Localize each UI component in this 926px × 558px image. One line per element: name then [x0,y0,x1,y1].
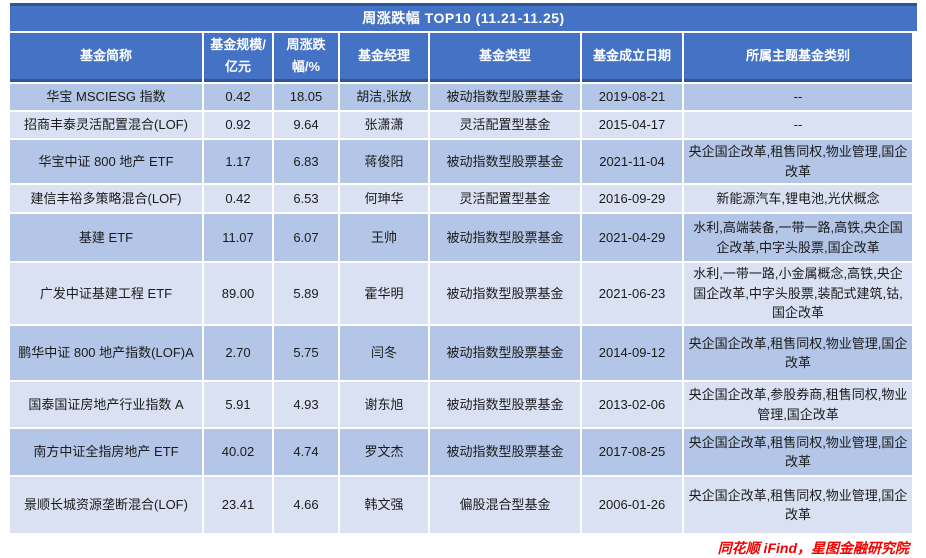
cell-change: 18.05 [274,84,338,111]
cell-themes: 水利,一带一路,小金属概念,高铁,央企国企改革,中字头股票,装配式建筑,钴,国企… [684,263,912,325]
cell-type: 偏股混合型基金 [430,477,580,534]
cell-change: 4.93 [274,382,338,428]
cell-change: 4.74 [274,429,338,476]
cell-change: 6.83 [274,140,338,184]
cell-themes: 水利,高端装备,一带一路,高铁,央企国企改革,中字头股票,国企改革 [684,214,912,262]
col-header-fund-name: 基金简称 [10,33,202,83]
cell-manager: 谢东旭 [340,382,428,428]
cell-founded: 2013-02-06 [582,382,682,428]
cell-themes: 央企国企改革,租售同权,物业管理,国企改革 [684,140,912,184]
cell-scale: 89.00 [204,263,272,325]
cell-themes: 新能源汽车,锂电池,光伏概念 [684,185,912,213]
cell-scale: 0.42 [204,185,272,213]
cell-manager: 罗文杰 [340,429,428,476]
table-row: 鹏华中证 800 地产指数(LOF)A 2.70 5.75 闫冬 被动指数型股票… [10,326,912,381]
cell-scale: 2.70 [204,326,272,381]
cell-manager: 胡洁,张放 [340,84,428,111]
cell-founded: 2021-06-23 [582,263,682,325]
cell-scale: 0.92 [204,112,272,139]
cell-manager: 蒋俊阳 [340,140,428,184]
cell-founded: 2021-11-04 [582,140,682,184]
cell-change: 6.07 [274,214,338,262]
cell-manager: 王帅 [340,214,428,262]
cell-scale: 0.42 [204,84,272,111]
table-row: 国泰国证房地产行业指数 A 5.91 4.93 谢东旭 被动指数型股票基金 20… [10,382,912,428]
cell-fund-name: 基建 ETF [10,214,202,262]
cell-manager: 张潇潇 [340,112,428,139]
cell-fund-name: 广发中证基建工程 ETF [10,263,202,325]
table-row: 广发中证基建工程 ETF 89.00 5.89 霍华明 被动指数型股票基金 20… [10,263,912,325]
header-row: 基金简称 基金规模/亿元 周涨跌幅/% 基金经理 基金类型 基金成立日期 所属主… [10,33,912,83]
table-row: 华宝 MSCIESG 指数 0.42 18.05 胡洁,张放 被动指数型股票基金… [10,84,912,111]
cell-type: 被动指数型股票基金 [430,263,580,325]
cell-founded: 2021-04-29 [582,214,682,262]
col-header-type: 基金类型 [430,33,580,83]
table-title: 周涨跌幅 TOP10 (11.21-11.25) [10,3,917,31]
cell-fund-name: 国泰国证房地产行业指数 A [10,382,202,428]
cell-change: 9.64 [274,112,338,139]
table-row: 基建 ETF 11.07 6.07 王帅 被动指数型股票基金 2021-04-2… [10,214,912,262]
cell-scale: 5.91 [204,382,272,428]
cell-change: 4.66 [274,477,338,534]
cell-founded: 2006-01-26 [582,477,682,534]
col-header-founded: 基金成立日期 [582,33,682,83]
cell-type: 被动指数型股票基金 [430,382,580,428]
cell-themes: 央企国企改革,租售同权,物业管理,国企改革 [684,477,912,534]
cell-fund-name: 景顺长城资源垄断混合(LOF) [10,477,202,534]
cell-scale: 1.17 [204,140,272,184]
cell-fund-name: 南方中证全指房地产 ETF [10,429,202,476]
cell-change: 5.89 [274,263,338,325]
cell-type: 被动指数型股票基金 [430,429,580,476]
cell-founded: 2014-09-12 [582,326,682,381]
cell-manager: 闫冬 [340,326,428,381]
cell-change: 5.75 [274,326,338,381]
col-header-themes: 所属主题基金类别 [684,33,912,83]
col-header-change: 周涨跌幅/% [274,33,338,83]
cell-scale: 23.41 [204,477,272,534]
col-header-manager: 基金经理 [340,33,428,83]
source-note: 同花顺 iFind，星图金融研究院 [717,540,909,557]
cell-themes: 央企国企改革,租售同权,物业管理,国企改革 [684,326,912,381]
cell-manager: 霍华明 [340,263,428,325]
cell-scale: 40.02 [204,429,272,476]
table-row: 华宝中证 800 地产 ETF 1.17 6.83 蒋俊阳 被动指数型股票基金 … [10,140,912,184]
cell-manager: 何珅华 [340,185,428,213]
cell-fund-name: 建信丰裕多策略混合(LOF) [10,185,202,213]
cell-founded: 2017-08-25 [582,429,682,476]
cell-type: 被动指数型股票基金 [430,84,580,111]
cell-fund-name: 华宝 MSCIESG 指数 [10,84,202,111]
cell-scale: 11.07 [204,214,272,262]
cell-themes: -- [684,84,912,111]
cell-fund-name: 华宝中证 800 地产 ETF [10,140,202,184]
table-row: 景顺长城资源垄断混合(LOF) 23.41 4.66 韩文强 偏股混合型基金 2… [10,477,912,534]
cell-founded: 2015-04-17 [582,112,682,139]
table-row: 南方中证全指房地产 ETF 40.02 4.74 罗文杰 被动指数型股票基金 2… [10,429,912,476]
cell-type: 被动指数型股票基金 [430,326,580,381]
cell-type: 灵活配置型基金 [430,112,580,139]
cell-themes: 央企国企改革,参股券商,租售同权,物业管理,国企改革 [684,382,912,428]
cell-fund-name: 鹏华中证 800 地产指数(LOF)A [10,326,202,381]
cell-type: 被动指数型股票基金 [430,140,580,184]
table-row: 建信丰裕多策略混合(LOF) 0.42 6.53 何珅华 灵活配置型基金 201… [10,185,912,213]
cell-type: 被动指数型股票基金 [430,214,580,262]
table-row: 招商丰泰灵活配置混合(LOF) 0.92 9.64 张潇潇 灵活配置型基金 20… [10,112,912,139]
cell-change: 6.53 [274,185,338,213]
cell-themes: -- [684,112,912,139]
col-header-scale: 基金规模/亿元 [204,33,272,83]
cell-themes: 央企国企改革,租售同权,物业管理,国企改革 [684,429,912,476]
cell-fund-name: 招商丰泰灵活配置混合(LOF) [10,112,202,139]
cell-founded: 2019-08-21 [582,84,682,111]
cell-founded: 2016-09-29 [582,185,682,213]
cell-type: 灵活配置型基金 [430,185,580,213]
funds-table: 基金简称 基金规模/亿元 周涨跌幅/% 基金经理 基金类型 基金成立日期 所属主… [8,31,914,535]
cell-manager: 韩文强 [340,477,428,534]
